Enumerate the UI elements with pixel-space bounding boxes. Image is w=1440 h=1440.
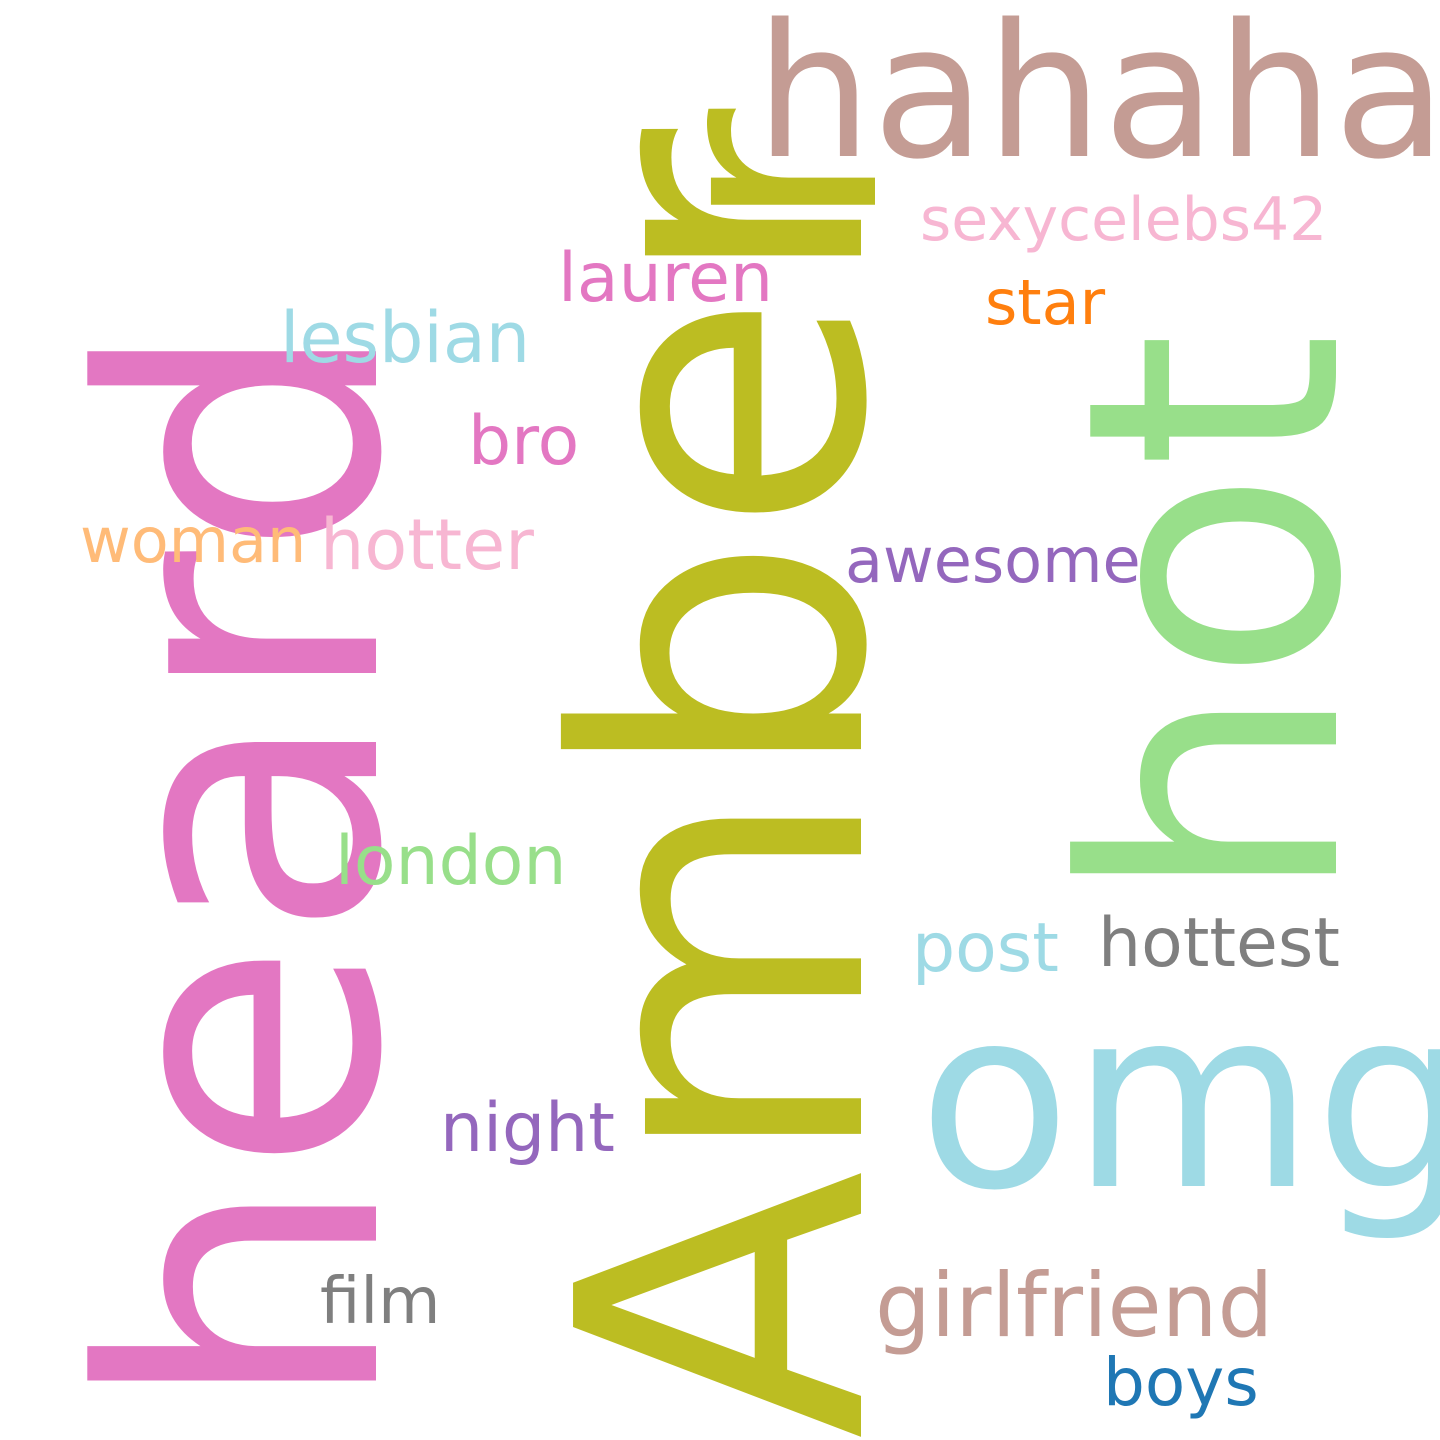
word-girlfriend: girlfriend xyxy=(875,1254,1274,1357)
word-night: night xyxy=(440,1089,615,1168)
word-lauren: lauren xyxy=(558,239,774,318)
word-star: star xyxy=(985,266,1106,339)
word-amber: Amber xyxy=(495,128,955,1440)
word-hottest: hottest xyxy=(1098,904,1340,983)
word-hot: hot xyxy=(1011,331,1419,905)
word-woman: woman xyxy=(80,504,307,577)
word-hotter: hotter xyxy=(320,504,534,586)
word-post: post xyxy=(912,909,1059,988)
word-boys: boys xyxy=(1103,1344,1259,1421)
word-awesome: awesome xyxy=(845,524,1141,597)
word-film: film xyxy=(320,1265,441,1339)
word-lesbian: lesbian xyxy=(280,297,531,379)
word-omg: omg xyxy=(918,954,1440,1245)
word-bro: bro xyxy=(468,402,580,481)
word-sexycelebs42: sexycelebs42 xyxy=(920,185,1328,255)
word-london: london xyxy=(335,822,567,901)
word-hahaha: hahaha xyxy=(755,0,1440,200)
